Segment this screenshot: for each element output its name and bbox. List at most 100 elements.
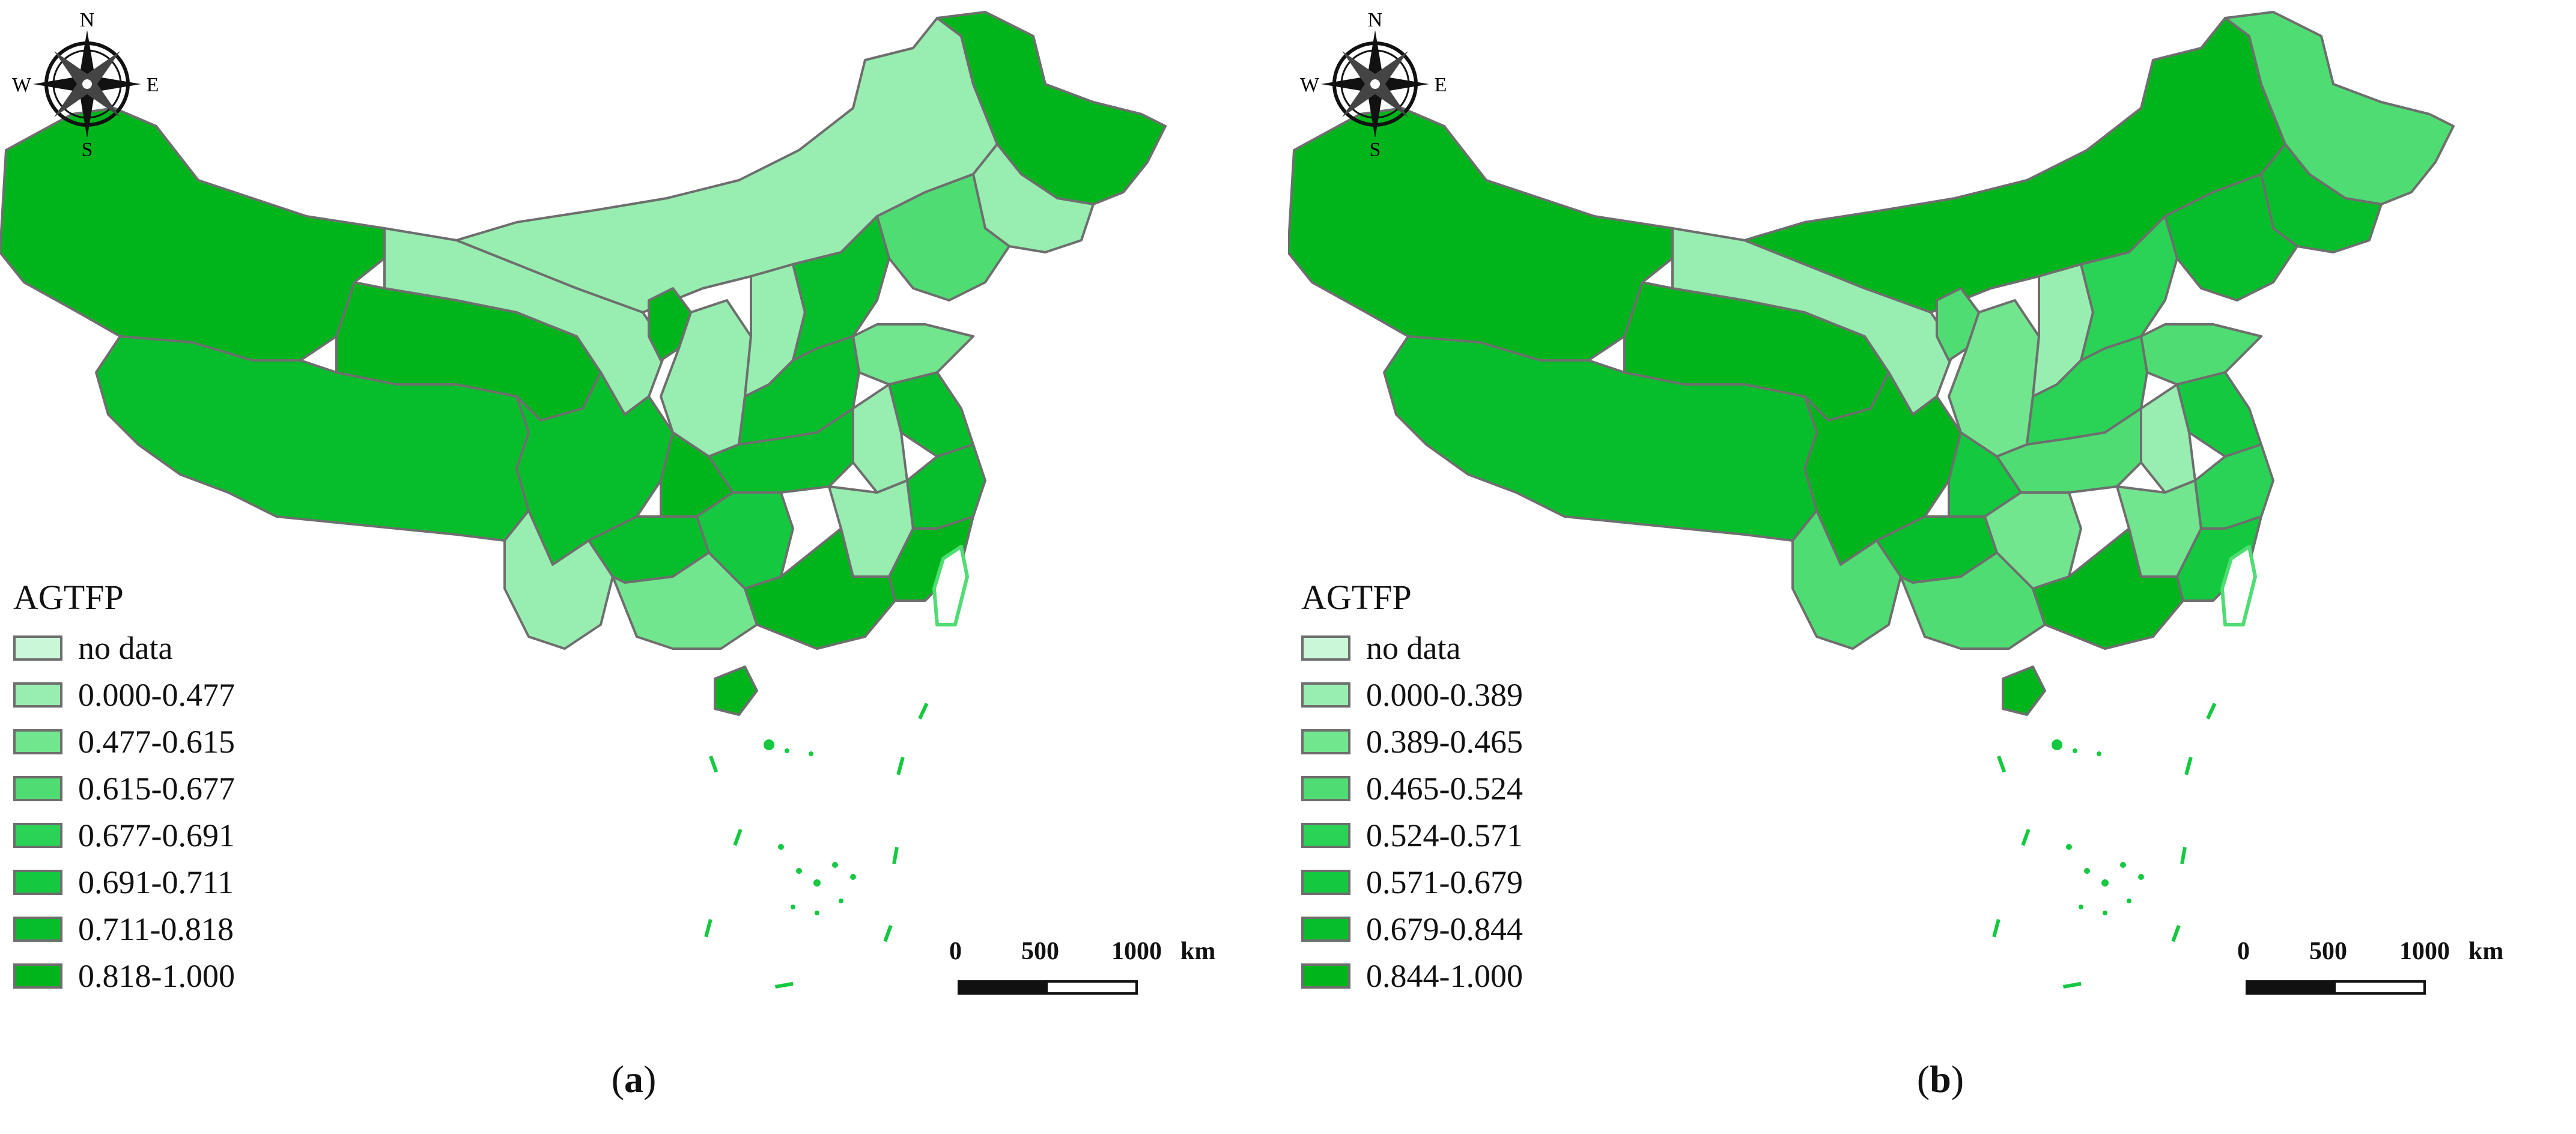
legend-label: 0.818-1.000 xyxy=(78,958,235,994)
scale-label-0: 0 xyxy=(2237,938,2250,965)
legend-swatch xyxy=(1301,917,1350,942)
legend-label: 0.615-0.677 xyxy=(78,771,235,807)
legend-label: 0.677-0.691 xyxy=(78,817,235,854)
scale-label-500: 500 xyxy=(2309,938,2347,965)
compass-w: W xyxy=(1300,74,1320,96)
compass-w: W xyxy=(12,74,32,96)
compass-s: S xyxy=(1370,139,1381,156)
legend-item: 0.000-0.477 xyxy=(13,672,235,718)
scale-bar: 0 500 1000 km xyxy=(2225,937,2503,1003)
compass-n: N xyxy=(1368,9,1383,31)
legend-item: 0.818-1.000 xyxy=(13,953,235,999)
legend-swatch xyxy=(13,682,62,708)
legend-label: 0.000-0.389 xyxy=(1366,677,1523,713)
caption-letter: b xyxy=(1930,1058,1951,1100)
scale-label-1000: 1000 xyxy=(1111,938,1162,965)
compass-n: N xyxy=(80,9,95,31)
legend-item: 0.465-0.524 xyxy=(1301,765,1523,812)
legend-item: 0.615-0.677 xyxy=(13,765,235,812)
legend-swatch xyxy=(1301,729,1350,754)
region-shandong xyxy=(852,323,974,386)
legend-item: 0.677-0.691 xyxy=(13,812,235,859)
legend-label: 0.465-0.524 xyxy=(1366,771,1523,807)
legend-label: 0.571-0.679 xyxy=(1366,864,1523,900)
legend-label: 0.691-0.711 xyxy=(78,864,234,900)
legend-swatch xyxy=(1301,870,1350,895)
legend-swatch xyxy=(1301,823,1350,848)
legend-swatch xyxy=(13,917,62,942)
scale-label-500: 500 xyxy=(1021,938,1059,965)
region-heilongjiang xyxy=(936,11,1167,205)
legend-label: 0.679-0.844 xyxy=(1366,911,1523,947)
region-hainan xyxy=(714,666,758,716)
south-china-sea-islands xyxy=(1992,703,2217,989)
region-taiwan xyxy=(2220,545,2257,626)
legend-a: AGTFP no data 0.000-0.477 0.477-0.615 0.… xyxy=(13,577,235,999)
region-taiwan xyxy=(932,545,969,626)
region-yunnan xyxy=(1791,509,1902,650)
scale-label-0: 0 xyxy=(949,938,962,965)
legend-item: no data xyxy=(13,625,235,672)
region-fujian xyxy=(2176,515,2262,602)
legend-label: 0.711-0.818 xyxy=(78,911,234,947)
caption-b: (b) xyxy=(1916,1058,1964,1100)
scale-unit: km xyxy=(1180,938,1216,965)
region-shandong xyxy=(2140,323,2262,386)
legend-title: AGTFP xyxy=(1301,578,1412,617)
legend-label: 0.477-0.615 xyxy=(78,724,235,760)
region-hebei xyxy=(2080,215,2178,362)
scale-unit: km xyxy=(2468,938,2504,965)
legend-label: 0.524-0.571 xyxy=(1366,817,1523,854)
caption-letter: a xyxy=(624,1058,643,1100)
legend-item: 0.000-0.389 xyxy=(1301,672,1523,718)
legend-swatch xyxy=(1301,635,1350,661)
region-hainan xyxy=(2002,666,2046,716)
compass-rose-icon: N S W E xyxy=(12,6,162,161)
legend-item: 0.679-0.844 xyxy=(1301,906,1523,953)
legend-swatch xyxy=(13,635,62,661)
legend-swatch xyxy=(1301,776,1350,801)
legend-item: 0.691-0.711 xyxy=(13,859,235,906)
legend-swatch xyxy=(13,823,62,848)
legend-item: no data xyxy=(1301,625,1523,672)
china-map-a xyxy=(0,11,1167,989)
map-panel-b: N S W E AGTFP no data 0.000-0.389 0.389-… xyxy=(1288,0,2576,1134)
legend-swatch xyxy=(13,963,62,989)
compass-rose-icon: N S W E xyxy=(1300,6,1450,161)
region-fujian xyxy=(888,515,974,602)
compass-e: E xyxy=(1435,74,1447,96)
legend-item: 0.844-1.000 xyxy=(1301,953,1523,999)
legend-label: no data xyxy=(78,630,173,666)
legend-label: 0.000-0.477 xyxy=(78,677,235,713)
scale-track xyxy=(2246,980,2426,995)
region-heilongjiang xyxy=(2224,11,2455,205)
region-guangdong xyxy=(2032,527,2184,650)
legend-swatch xyxy=(13,776,62,801)
legend-title: AGTFP xyxy=(13,578,124,617)
legend-item: 0.477-0.615 xyxy=(13,718,235,765)
legend-item: 0.711-0.818 xyxy=(13,906,235,953)
legend-swatch xyxy=(13,729,62,754)
south-china-sea-islands xyxy=(704,703,929,989)
scale-bar: 0 500 1000 km xyxy=(937,937,1215,1003)
caption-a: (a) xyxy=(611,1058,657,1100)
region-hebei xyxy=(792,215,890,362)
legend-swatch xyxy=(13,870,62,895)
map-panel-a: N S W E AGTFP no data 0.000-0.477 0.477-… xyxy=(0,6,1215,1003)
scale-label-1000: 1000 xyxy=(2399,938,2450,965)
legend-item: 0.389-0.465 xyxy=(1301,718,1523,765)
scale-track xyxy=(958,980,1138,995)
legend-label: no data xyxy=(1366,630,1461,666)
legend-item: 0.571-0.679 xyxy=(1301,859,1523,906)
legend-b: AGTFP no data 0.000-0.389 0.389-0.465 0.… xyxy=(1301,577,1523,999)
legend-label: 0.844-1.000 xyxy=(1366,958,1523,994)
region-guangdong xyxy=(744,527,896,650)
china-map-b xyxy=(1288,11,2455,989)
legend-swatch xyxy=(1301,963,1350,989)
legend-swatch xyxy=(1301,682,1350,708)
compass-s: S xyxy=(82,139,93,156)
legend-label: 0.389-0.465 xyxy=(1366,724,1523,760)
compass-e: E xyxy=(147,74,159,96)
legend-item: 0.524-0.571 xyxy=(1301,812,1523,859)
region-yunnan xyxy=(503,509,614,650)
